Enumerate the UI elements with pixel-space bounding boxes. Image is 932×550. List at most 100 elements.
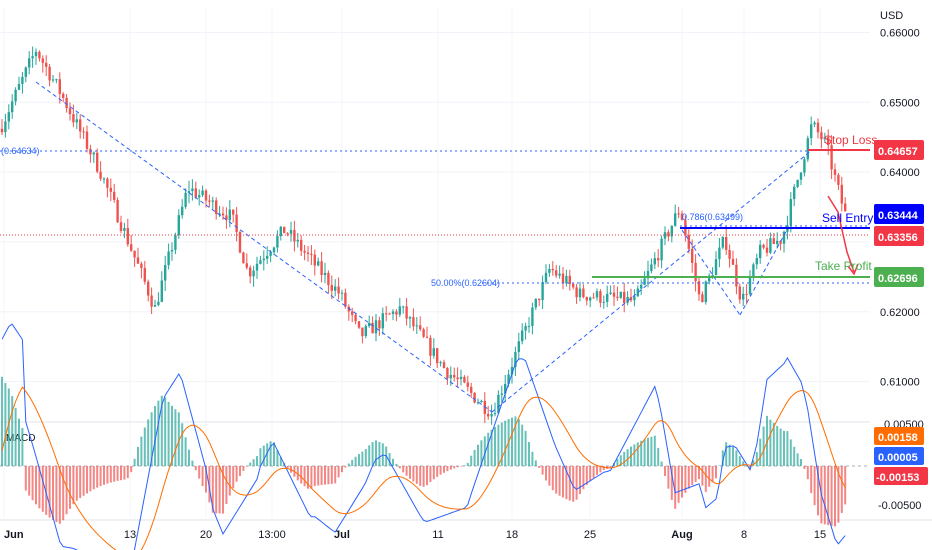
macd-histogram-bar xyxy=(684,466,687,493)
macd-histogram-bar xyxy=(701,466,704,486)
macd-histogram-bar xyxy=(677,466,680,503)
candle-body xyxy=(415,325,418,327)
candle-body xyxy=(521,330,524,342)
macd-histogram-bar xyxy=(657,447,660,466)
candle-body xyxy=(714,259,718,276)
candle-body xyxy=(568,275,571,284)
macd-histogram-bar xyxy=(256,456,258,466)
candle-body xyxy=(157,301,160,305)
macd-histogram-bar xyxy=(351,459,354,466)
macd-value-badge-text: 0.00158 xyxy=(878,432,918,444)
candle-body xyxy=(551,269,554,271)
time-tick-label: 13:00 xyxy=(258,529,286,541)
candle-body xyxy=(480,400,483,403)
macd-histogram-bar xyxy=(466,462,469,466)
candle-body xyxy=(721,237,724,248)
candle-body xyxy=(561,273,565,284)
macd-histogram-bar xyxy=(184,437,187,466)
candle-body xyxy=(660,238,663,261)
candle-body xyxy=(500,393,503,395)
macd-histogram-bar xyxy=(412,466,415,482)
macd-histogram-bar xyxy=(800,458,802,466)
candle-body xyxy=(204,190,208,201)
macd-histogram-bar xyxy=(422,466,425,487)
candle-body xyxy=(106,178,109,188)
candle-body xyxy=(466,382,469,387)
macd-histogram-bar xyxy=(555,466,558,494)
macd-histogram-bar xyxy=(769,419,772,466)
candle-body xyxy=(544,272,548,283)
fib-retracement-line xyxy=(491,149,813,413)
candle-body xyxy=(670,225,673,237)
macd-histogram-bar xyxy=(300,466,303,484)
candle-body xyxy=(286,233,289,235)
candle-body xyxy=(680,213,684,220)
candle-body xyxy=(762,244,765,248)
candle-body xyxy=(65,97,68,109)
candle-body xyxy=(449,374,452,379)
candle-body xyxy=(837,174,840,185)
candle-body xyxy=(636,288,639,297)
candle-body xyxy=(177,215,180,236)
candle-body xyxy=(72,114,75,123)
time-axis[interactable]: Jun 13 20 13:00 Jul 11 18 25 Aug 8 15 xyxy=(4,529,826,541)
sell-entry-badge-text: 0.63444 xyxy=(878,210,919,222)
candle-body xyxy=(531,307,534,326)
candle-body xyxy=(578,288,582,298)
left-level-annotation: (0.64634) xyxy=(1,146,40,156)
macd-histogram-bar xyxy=(698,466,700,480)
sell-entry-badge xyxy=(874,204,924,224)
macd-histogram-bar xyxy=(776,425,779,466)
macd-value-badge xyxy=(874,427,924,445)
macd-histogram-bar xyxy=(834,466,836,527)
macd-histogram-bar xyxy=(497,424,500,466)
price-grid xyxy=(0,8,870,518)
candle-body xyxy=(483,400,486,414)
candle-body xyxy=(147,281,150,296)
macd-histogram-bar xyxy=(439,466,442,475)
candle-body xyxy=(55,79,58,81)
candle-body xyxy=(640,284,643,289)
candle-body xyxy=(789,199,792,226)
macd-histogram-bar xyxy=(636,442,639,466)
candle-body xyxy=(4,121,7,133)
candle-body xyxy=(602,301,605,303)
candle-body xyxy=(541,282,544,301)
candle-body xyxy=(731,258,735,265)
stop-loss-badge-text: 0.64657 xyxy=(878,146,918,158)
macd-histogram-bar xyxy=(235,466,238,482)
macd-histogram-bar xyxy=(762,426,765,466)
candle-body xyxy=(391,311,395,315)
macd-histogram-bar xyxy=(14,408,17,466)
price-tick-label: 0.65000 xyxy=(880,97,920,109)
macd-histogram-bar xyxy=(215,466,218,514)
candle-body xyxy=(113,191,116,200)
macd-histogram-bar xyxy=(463,465,466,466)
candle-body xyxy=(558,273,561,276)
candle-body xyxy=(595,291,599,298)
candle-body xyxy=(272,247,276,253)
macd-histogram-bar xyxy=(449,466,452,470)
candle-body xyxy=(405,306,408,319)
price-tick-label: 0.61000 xyxy=(880,377,920,389)
macd-histogram-bar xyxy=(558,466,561,496)
macd-histogram-bar xyxy=(827,466,830,526)
macd-tick-bottom: -0.00500 xyxy=(878,500,921,512)
candle-body xyxy=(823,137,826,140)
candle-body xyxy=(174,235,177,250)
time-tick-label: Jul xyxy=(334,529,350,541)
candle-body xyxy=(364,326,367,337)
macd-pane: MACD 0.00500 -0.00500 0.00158 0.00005 -0… xyxy=(0,323,928,550)
candle-body xyxy=(89,148,92,155)
currency-label: USD xyxy=(880,10,903,22)
candle-body xyxy=(667,232,670,237)
candle-body xyxy=(582,288,585,298)
macd-histogram-bar xyxy=(432,466,435,480)
candle-body xyxy=(344,292,347,307)
macd-histogram-bar xyxy=(626,449,629,466)
macd-histogram-bar xyxy=(483,436,486,466)
macd-histogram-bar xyxy=(504,420,507,466)
trade-drawings[interactable]: (0.64634) 0.786(0.63499) 50.00%(0.62604)… xyxy=(0,81,877,413)
candle-body xyxy=(62,93,65,98)
